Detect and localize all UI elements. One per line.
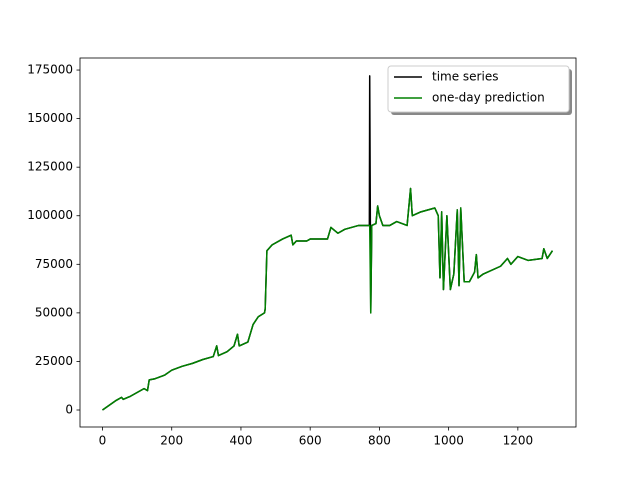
y-tick-label: 125000: [27, 160, 73, 174]
x-tick-label: 200: [160, 434, 183, 448]
y-tick-label: 50000: [35, 305, 73, 319]
axes-frame: [79, 57, 577, 428]
x-tick-label: 600: [299, 434, 322, 448]
y-tick-label: 0: [65, 403, 73, 417]
y-tick-label: 25000: [35, 354, 73, 368]
legend: time series one-day prediction: [387, 65, 572, 115]
data-line: [102, 187, 554, 411]
y-tick-label: 175000: [27, 63, 73, 77]
legend-label: time series: [432, 70, 498, 84]
y-tick-label: 75000: [35, 257, 73, 271]
legend-label: one-day prediction: [432, 91, 545, 105]
y-tick-label: 100000: [27, 208, 73, 222]
y-tick-label: 150000: [27, 111, 73, 125]
x-tick-label: 1000: [433, 434, 464, 448]
x-tick-label: 0: [99, 434, 107, 448]
legend-box: [387, 65, 570, 113]
x-tick-label: 1200: [503, 434, 534, 448]
x-tick-label: 400: [229, 434, 252, 448]
x-tick-label: 800: [368, 434, 391, 448]
plot-area: [102, 75, 554, 411]
